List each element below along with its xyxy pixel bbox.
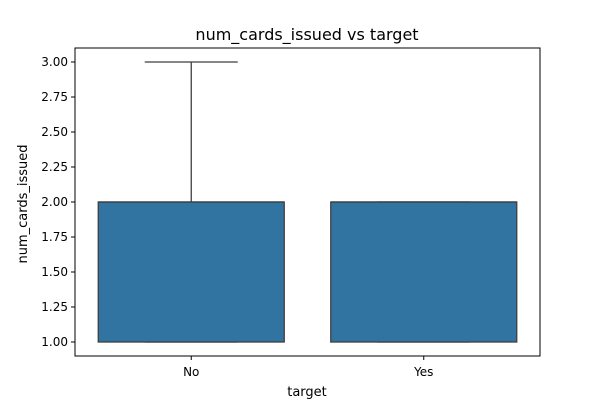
plot-area: 1.00 1.25 1.50 1.75 2.00 2.25 2.50 2.75 3.00 No Ye…	[41, 47, 541, 379]
chart-title: num_cards_issued vs target	[195, 25, 418, 45]
y-tick-label: 2.50	[41, 125, 68, 139]
box-body	[330, 201, 518, 343]
y-axis-label: num_cards_issued	[16, 144, 31, 263]
y-tick-label: 2.25	[41, 160, 68, 174]
y-tick-label: 2.00	[41, 195, 68, 209]
box-group	[97, 61, 285, 343]
y-tick-label: 1.00	[41, 335, 68, 349]
y-tick-label: 1.50	[41, 265, 68, 279]
y-tick-label: 2.75	[41, 90, 68, 104]
x-axis-label: target	[287, 385, 327, 400]
y-tick-label: 1.25	[41, 300, 68, 314]
y-tick-label: 3.00	[41, 55, 68, 69]
box-body	[97, 201, 285, 343]
y-tick-label: 1.75	[41, 230, 68, 244]
x-tick-label: No	[183, 365, 199, 379]
box-group	[330, 201, 518, 343]
x-tick-label: Yes	[413, 365, 433, 379]
